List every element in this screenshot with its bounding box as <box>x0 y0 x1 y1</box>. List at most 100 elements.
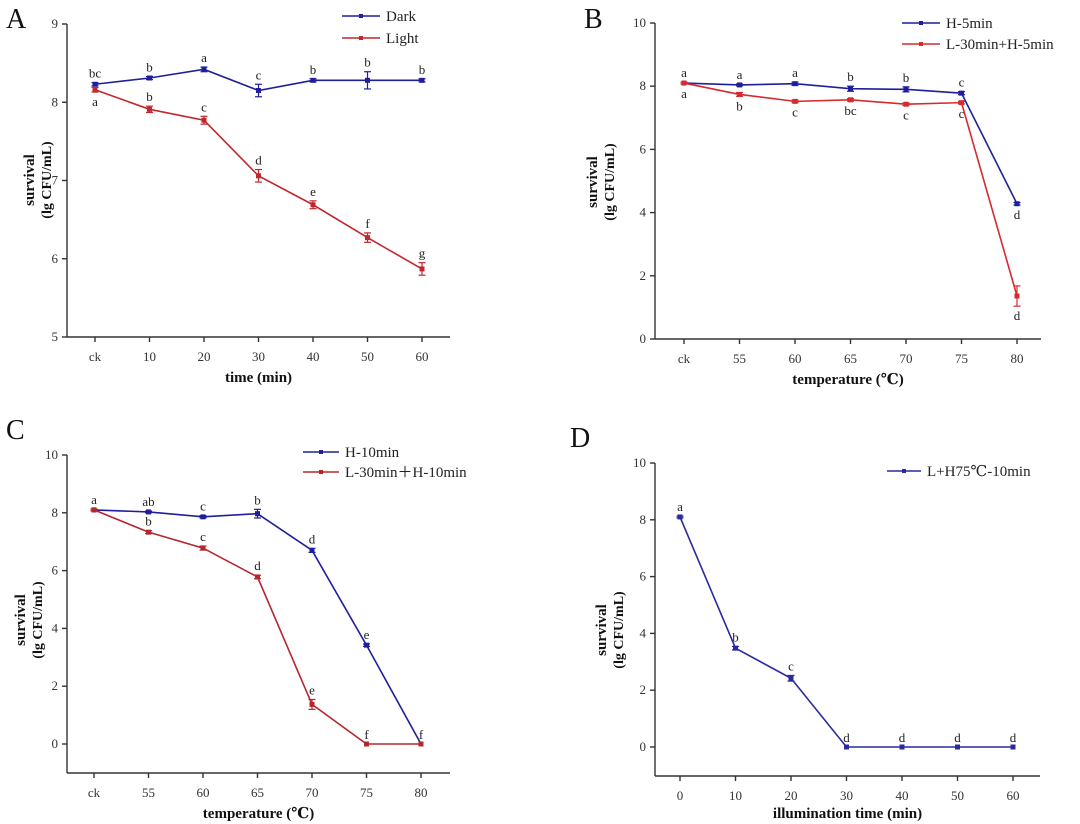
y-axis-subtitle: (lg CFU/mL) <box>31 581 46 659</box>
x-tick-label: 60 <box>416 349 429 364</box>
significance-label: ab <box>142 494 154 509</box>
legend-entry: L+H75℃-10min <box>887 464 1031 480</box>
data-point <box>92 81 98 87</box>
significance-label: f <box>419 727 424 742</box>
legend-entry: H-10min <box>303 445 400 461</box>
data-point <box>903 101 909 107</box>
data-point <box>1010 744 1016 750</box>
legend-marker <box>919 42 923 46</box>
y-tick-label: 10 <box>633 15 646 30</box>
y-tick-label: 5 <box>52 329 59 344</box>
x-tick-label: 10 <box>729 788 742 803</box>
significance-label: e <box>309 682 315 697</box>
data-point <box>310 202 316 208</box>
legend-entry: Light <box>342 31 419 47</box>
data-point <box>903 86 909 92</box>
data-point <box>848 86 853 92</box>
y-tick-label: 7 <box>52 173 59 188</box>
significance-label: d <box>1010 730 1017 745</box>
y-tick-label: 8 <box>640 512 647 527</box>
significance-label: d <box>255 153 262 168</box>
data-point <box>418 741 424 747</box>
data-point <box>737 91 742 97</box>
x-axis-title: temperature (℃) <box>792 372 903 388</box>
x-tick-label: 20 <box>198 349 211 364</box>
legend-entry: L-30min＋H-10min <box>303 465 467 481</box>
legend-label: H-10min <box>345 445 400 461</box>
legend-label: L-30min+H-5min <box>946 37 1054 53</box>
significance-label: b <box>254 492 261 507</box>
y-tick-label: 6 <box>640 141 647 156</box>
data-point <box>955 744 960 750</box>
panel-b: B 0 2 4 6 8 10 ck 55 60 65 70 75 80 temperature (℃) sur… <box>584 4 1054 388</box>
x-tick-label: 60 <box>197 785 210 800</box>
y-axis-title: survival <box>594 604 610 656</box>
data-point <box>200 545 206 551</box>
x-tick-label: 55 <box>142 785 155 800</box>
panel-letter: A <box>6 4 27 35</box>
data-point <box>92 87 98 93</box>
y-tick-label: 4 <box>640 205 647 220</box>
data-point <box>364 642 369 648</box>
y-axis-title: survival <box>585 156 601 208</box>
y-tick-label: 2 <box>640 268 647 283</box>
series-light: a b c d e f g <box>91 86 426 276</box>
x-tick-label: 70 <box>306 785 319 800</box>
x-tick-label: 10 <box>143 349 156 364</box>
significance-label: c <box>200 499 206 514</box>
y-tick-label: 10 <box>45 447 58 462</box>
series-line <box>679 516 1013 748</box>
legend-marker <box>319 470 323 474</box>
x-tick-label: 55 <box>733 351 746 366</box>
significance-label: a <box>91 492 97 507</box>
significance-label: c <box>903 107 909 122</box>
y-tick-label: 0 <box>52 736 59 751</box>
x-axis-title: time (min) <box>225 370 292 386</box>
panel-d: D 0 2 4 6 8 10 0 10 20 30 40 50 60 illumination time (… <box>570 423 1040 822</box>
x-tick-label: 65 <box>251 785 264 800</box>
x-tick-label: 0 <box>677 788 684 803</box>
data-point <box>792 81 798 87</box>
x-tick-label: 60 <box>789 351 802 366</box>
data-point <box>848 97 853 103</box>
series-h-10min: a ab c b d e f <box>90 492 424 747</box>
series-l-30min-h-5min: ab c bc c cd <box>680 80 1021 323</box>
y-axis-subtitle: (lg CFU/mL) <box>612 591 627 669</box>
data-point <box>255 574 260 580</box>
series-l-30min-h-10min: b c d e f <box>90 507 424 747</box>
y-axis-subtitle: (lg CFU/mL) <box>40 141 55 219</box>
legend-entry: L-30min+H-5min <box>902 37 1054 53</box>
y-tick-label: 8 <box>52 505 59 520</box>
x-axis-title: illumination time (min) <box>773 806 922 822</box>
significance-label: d <box>843 730 850 745</box>
significance-label: b <box>364 55 371 70</box>
significance-label: e <box>310 184 316 199</box>
significance-label: a <box>92 94 98 109</box>
significance-label: e <box>364 627 370 642</box>
legend-entry: H-5min <box>902 16 993 32</box>
significance-label: b <box>145 514 152 529</box>
data-point <box>309 701 315 707</box>
significance-label: c <box>792 105 798 120</box>
data-point <box>256 88 261 94</box>
data-point <box>959 100 964 106</box>
data-point <box>147 106 152 112</box>
significance-label: b <box>903 70 910 85</box>
significance-label: c <box>256 67 262 82</box>
series-h-5min: a a a b b cd <box>680 65 1021 222</box>
x-tick-label: 40 <box>896 788 909 803</box>
data-point <box>419 77 425 83</box>
data-point <box>310 77 316 83</box>
significance-label: c <box>959 75 965 90</box>
data-point <box>788 675 794 681</box>
series-line <box>93 509 422 745</box>
significance-label: a <box>201 50 207 65</box>
significance-label: c <box>959 106 965 121</box>
significance-label: d <box>899 730 906 745</box>
data-point <box>681 80 687 86</box>
significance-label: d <box>254 558 261 573</box>
x-tick-label: 20 <box>785 788 798 803</box>
significance-label: f <box>365 216 370 231</box>
series-dark: bc b a c b b b <box>89 50 426 98</box>
data-point <box>899 744 905 750</box>
